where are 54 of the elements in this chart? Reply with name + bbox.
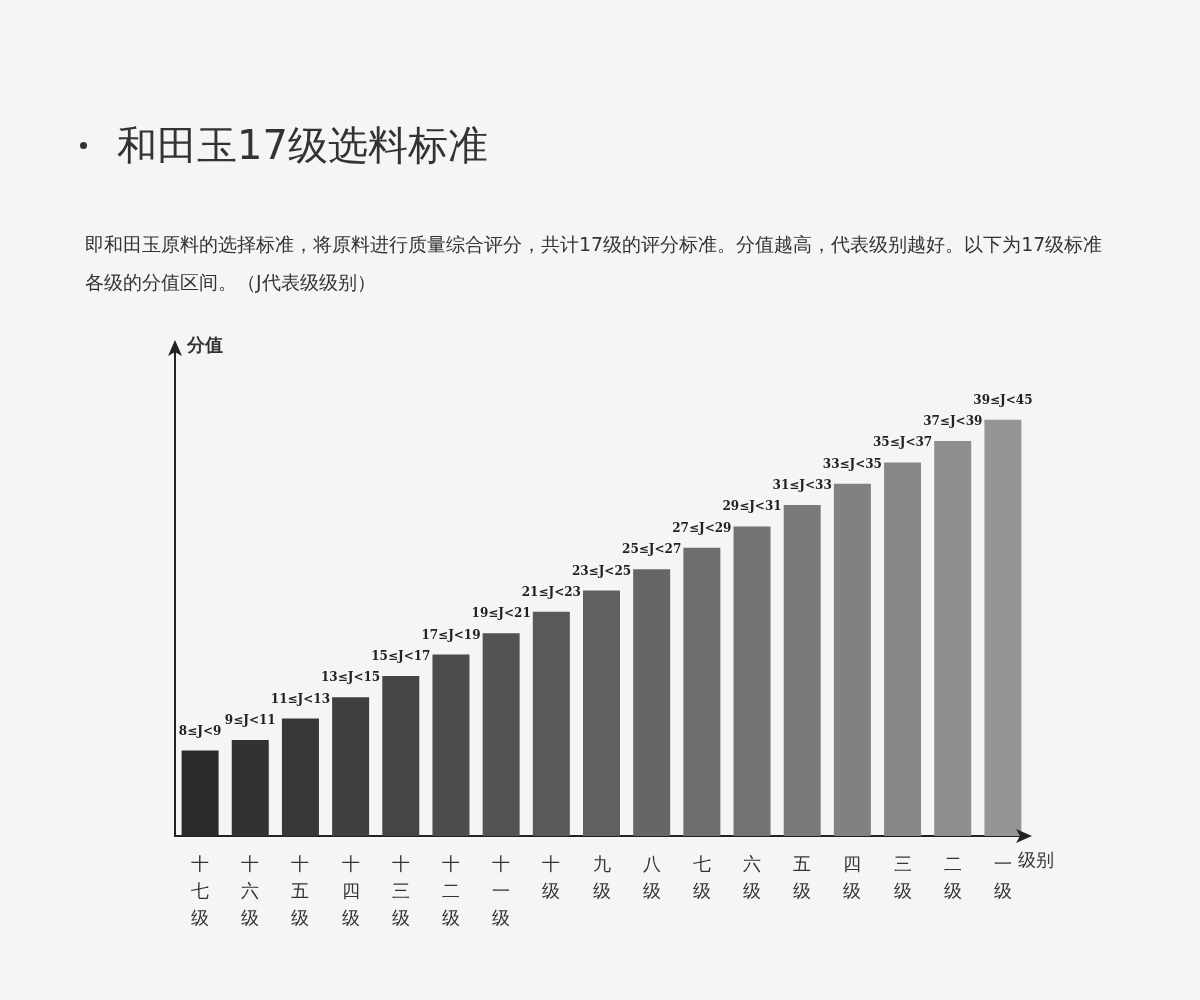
bar	[432, 654, 470, 836]
data-label: 11≤J<13	[270, 691, 331, 706]
x-axis-title: 级别	[1017, 848, 1054, 870]
bar	[633, 569, 671, 836]
x-tick-label: 九级	[592, 853, 611, 901]
bar	[733, 526, 771, 836]
bar	[683, 547, 721, 836]
bar	[833, 483, 871, 836]
x-tick-label: 十二级	[441, 853, 460, 928]
data-label: 17≤J<19	[421, 627, 481, 642]
x-tick-label: 十级	[542, 853, 561, 901]
data-label: 27≤J<29	[672, 520, 732, 535]
data-label: 35≤J<37	[872, 435, 933, 450]
x-tick-label: 五级	[793, 853, 812, 901]
bar	[332, 697, 370, 836]
bar	[884, 462, 922, 836]
x-tick-label: 三级	[893, 853, 912, 901]
bar	[583, 590, 620, 836]
x-tick-label: 十七级	[191, 853, 210, 928]
x-tick-label: 四级	[843, 853, 862, 901]
x-tick-label: 八级	[642, 853, 661, 901]
x-tick-label: 十五级	[291, 853, 310, 928]
bar	[231, 739, 269, 836]
x-tick-label: 十三级	[391, 853, 410, 928]
data-label: 25≤J<27	[622, 542, 682, 557]
data-label: 29≤J<31	[722, 499, 782, 514]
x-tick-label: 六级	[743, 853, 762, 901]
bar	[934, 441, 972, 836]
bar	[532, 611, 570, 836]
data-label: 15≤J<17	[371, 648, 431, 663]
x-tick-label: 一级	[993, 853, 1012, 901]
y-axis-title: 分值	[186, 333, 223, 355]
data-label: 13≤J<15	[321, 670, 381, 685]
x-tick-label: 十四级	[341, 853, 360, 928]
bar	[984, 419, 1022, 836]
data-label: 8≤J<9	[178, 723, 222, 738]
data-label: 19≤J<21	[471, 606, 531, 621]
data-label: 39≤J<45	[973, 392, 1033, 407]
data-label: 9≤J<11	[224, 712, 276, 727]
x-tick-label: 十一级	[492, 853, 511, 928]
x-tick-label: 七级	[692, 853, 711, 901]
data-label: 21≤J<23	[521, 584, 581, 599]
bar	[783, 505, 821, 836]
data-label: 23≤J<25	[571, 563, 632, 578]
data-label: 37≤J<39	[923, 414, 983, 429]
bar	[281, 718, 319, 836]
x-tick-label: 十六级	[241, 853, 260, 928]
bar	[382, 675, 420, 836]
chart-title: 和田玉17级选料标准	[117, 121, 488, 170]
chart-subtitle: 即和田玉原料的选择标准，将原料进行质量综合评分，共计17级的评分标准。分值越高，代表级别越好。以下为17级标准各级的分值区间。（J代表级级别）	[85, 232, 1104, 295]
bar	[482, 633, 520, 836]
data-label: 31≤J<33	[772, 478, 832, 493]
data-label: 33≤J<35	[822, 456, 882, 471]
x-tick-label: 二级	[943, 853, 962, 901]
